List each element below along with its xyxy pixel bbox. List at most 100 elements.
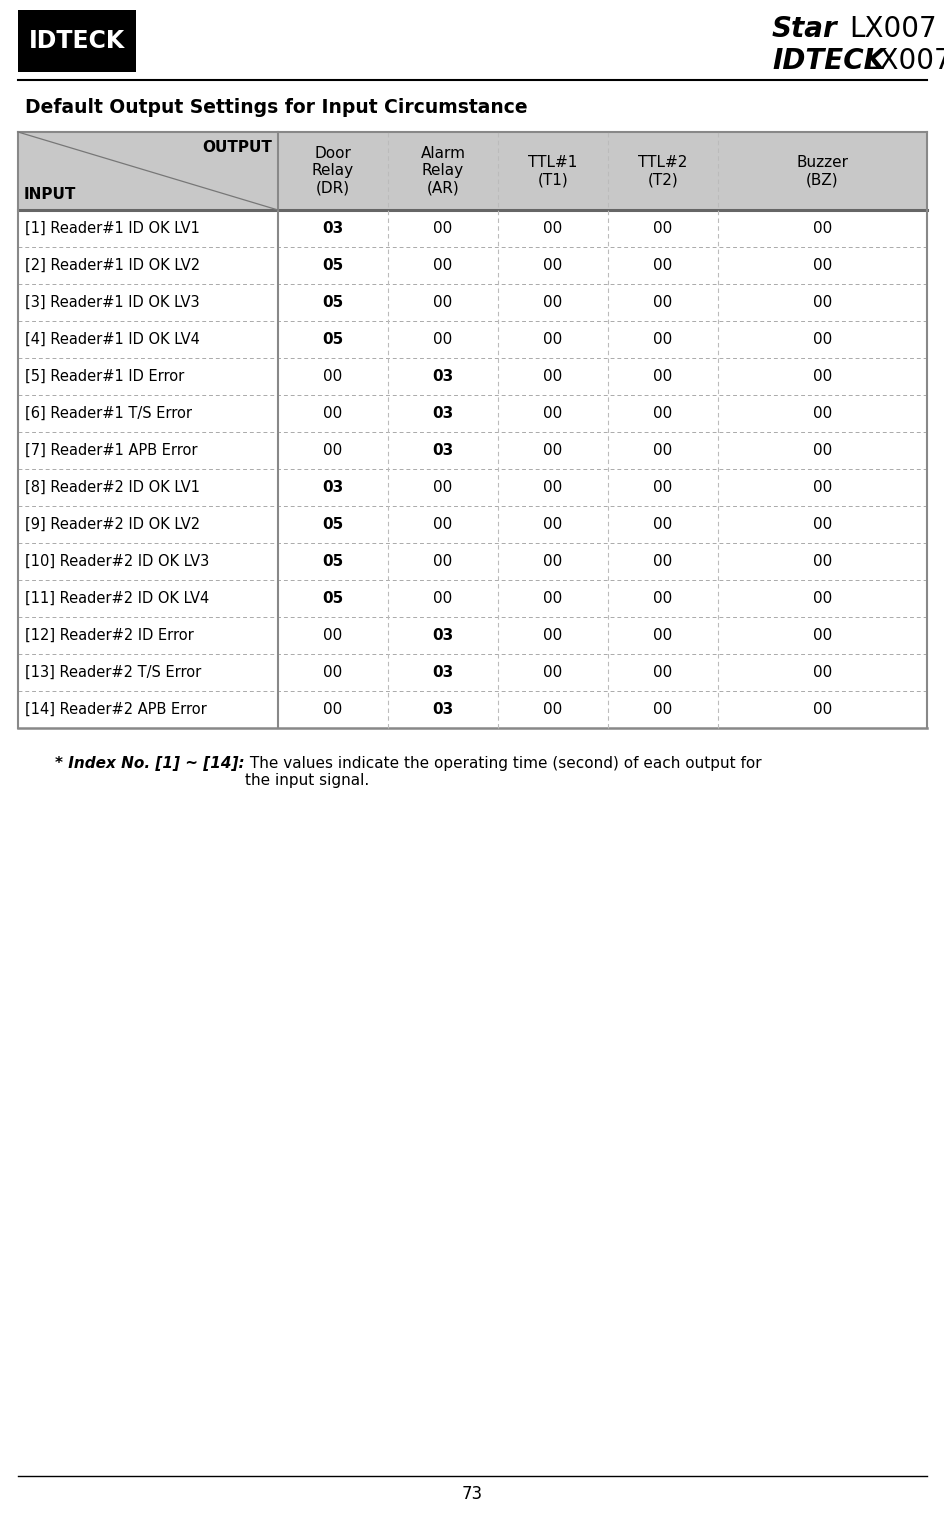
Text: [6] Reader#1 T/S Error: [6] Reader#1 T/S Error: [25, 406, 192, 421]
Text: Door
Relay
(DR): Door Relay (DR): [312, 146, 354, 196]
Text: 00: 00: [652, 481, 672, 494]
Text: 00: 00: [433, 554, 452, 569]
Text: [2] Reader#1 ID OK LV2: [2] Reader#1 ID OK LV2: [25, 259, 200, 272]
Text: [9] Reader#2 ID OK LV2: [9] Reader#2 ID OK LV2: [25, 517, 200, 532]
Text: TTL#2
(T2): TTL#2 (T2): [637, 155, 687, 187]
Text: 05: 05: [322, 554, 344, 569]
Text: 03: 03: [432, 628, 453, 643]
Text: 00: 00: [812, 370, 832, 383]
Text: 00: 00: [652, 443, 672, 458]
Text: 00: 00: [812, 259, 832, 272]
Text: LX007: LX007: [848, 15, 936, 43]
Text: 00: 00: [812, 443, 832, 458]
Text: OUTPUT: OUTPUT: [202, 140, 272, 155]
Bar: [18, 357, 926, 395]
Text: 00: 00: [433, 295, 452, 310]
Text: 00: 00: [543, 554, 562, 569]
Text: Star: Star: [771, 15, 836, 43]
Text: 00: 00: [323, 406, 343, 421]
Text: 00: 00: [812, 703, 832, 716]
Text: IDTECK: IDTECK: [29, 29, 125, 53]
Text: The values indicate the operating time (second) of each output for
the input sig: The values indicate the operating time (…: [244, 756, 761, 788]
Text: 03: 03: [432, 370, 453, 383]
Text: 03: 03: [432, 406, 453, 421]
Bar: [18, 395, 926, 432]
Text: [4] Reader#1 ID OK LV4: [4] Reader#1 ID OK LV4: [25, 332, 200, 347]
Bar: [18, 654, 926, 691]
Text: 00: 00: [543, 628, 562, 643]
Text: 00: 00: [812, 665, 832, 680]
Text: 00: 00: [652, 703, 672, 716]
Text: 05: 05: [322, 592, 344, 605]
Text: [8] Reader#2 ID OK LV1: [8] Reader#2 ID OK LV1: [25, 481, 200, 494]
Text: 00: 00: [652, 406, 672, 421]
Bar: [18, 284, 926, 321]
Text: INPUT: INPUT: [24, 187, 76, 202]
Text: 03: 03: [432, 665, 453, 680]
Text: 00: 00: [323, 370, 343, 383]
Bar: [18, 246, 926, 284]
Text: 00: 00: [543, 592, 562, 605]
Text: TTL#1
(T1): TTL#1 (T1): [528, 155, 577, 187]
Text: 00: 00: [323, 443, 343, 458]
Bar: [18, 691, 926, 729]
Bar: [18, 210, 926, 246]
Text: [5] Reader#1 ID Error: [5] Reader#1 ID Error: [25, 370, 184, 383]
Text: 00: 00: [543, 703, 562, 716]
Text: 00: 00: [433, 221, 452, 236]
Text: 00: 00: [652, 295, 672, 310]
Text: 00: 00: [543, 370, 562, 383]
Text: [1] Reader#1 ID OK LV1: [1] Reader#1 ID OK LV1: [25, 221, 200, 236]
Text: 00: 00: [433, 259, 452, 272]
Text: 00: 00: [323, 703, 343, 716]
Text: 05: 05: [322, 517, 344, 532]
Text: [11] Reader#2 ID OK LV4: [11] Reader#2 ID OK LV4: [25, 592, 209, 605]
Bar: [18, 321, 926, 357]
Text: 00: 00: [652, 370, 672, 383]
Text: LX007SR: LX007SR: [863, 47, 944, 75]
Text: 00: 00: [812, 332, 832, 347]
Text: 00: 00: [812, 295, 832, 310]
Text: 00: 00: [812, 406, 832, 421]
Text: 00: 00: [543, 443, 562, 458]
Text: 00: 00: [543, 295, 562, 310]
Text: 00: 00: [433, 481, 452, 494]
Text: [13] Reader#2 T/S Error: [13] Reader#2 T/S Error: [25, 665, 201, 680]
Text: 00: 00: [812, 554, 832, 569]
Text: 03: 03: [432, 703, 453, 716]
Text: 00: 00: [543, 406, 562, 421]
Bar: [18, 580, 926, 618]
Bar: [18, 543, 926, 580]
Text: 00: 00: [543, 332, 562, 347]
Text: [3] Reader#1 ID OK LV3: [3] Reader#1 ID OK LV3: [25, 295, 199, 310]
Text: 00: 00: [652, 628, 672, 643]
Text: 00: 00: [323, 665, 343, 680]
Text: 05: 05: [322, 295, 344, 310]
Text: 00: 00: [812, 221, 832, 236]
Text: 00: 00: [652, 517, 672, 532]
Bar: [18, 506, 926, 543]
Text: 00: 00: [652, 665, 672, 680]
Text: 00: 00: [652, 259, 672, 272]
Text: 00: 00: [543, 259, 562, 272]
Text: 00: 00: [543, 221, 562, 236]
Text: 00: 00: [812, 628, 832, 643]
Text: 05: 05: [322, 332, 344, 347]
Text: 00: 00: [812, 517, 832, 532]
Text: 00: 00: [433, 332, 452, 347]
Text: [12] Reader#2 ID Error: [12] Reader#2 ID Error: [25, 628, 194, 643]
Text: 00: 00: [652, 332, 672, 347]
Text: 03: 03: [432, 443, 453, 458]
Text: 05: 05: [322, 259, 344, 272]
Text: 00: 00: [433, 517, 452, 532]
Text: 00: 00: [652, 554, 672, 569]
Bar: [18, 468, 926, 506]
Text: 00: 00: [323, 628, 343, 643]
Text: 00: 00: [652, 221, 672, 236]
Text: 03: 03: [322, 481, 344, 494]
Text: 00: 00: [433, 592, 452, 605]
Text: 00: 00: [652, 592, 672, 605]
Text: 00: 00: [812, 592, 832, 605]
Text: 00: 00: [543, 517, 562, 532]
Text: * Index No. [1] ~ [14]:: * Index No. [1] ~ [14]:: [55, 756, 244, 771]
